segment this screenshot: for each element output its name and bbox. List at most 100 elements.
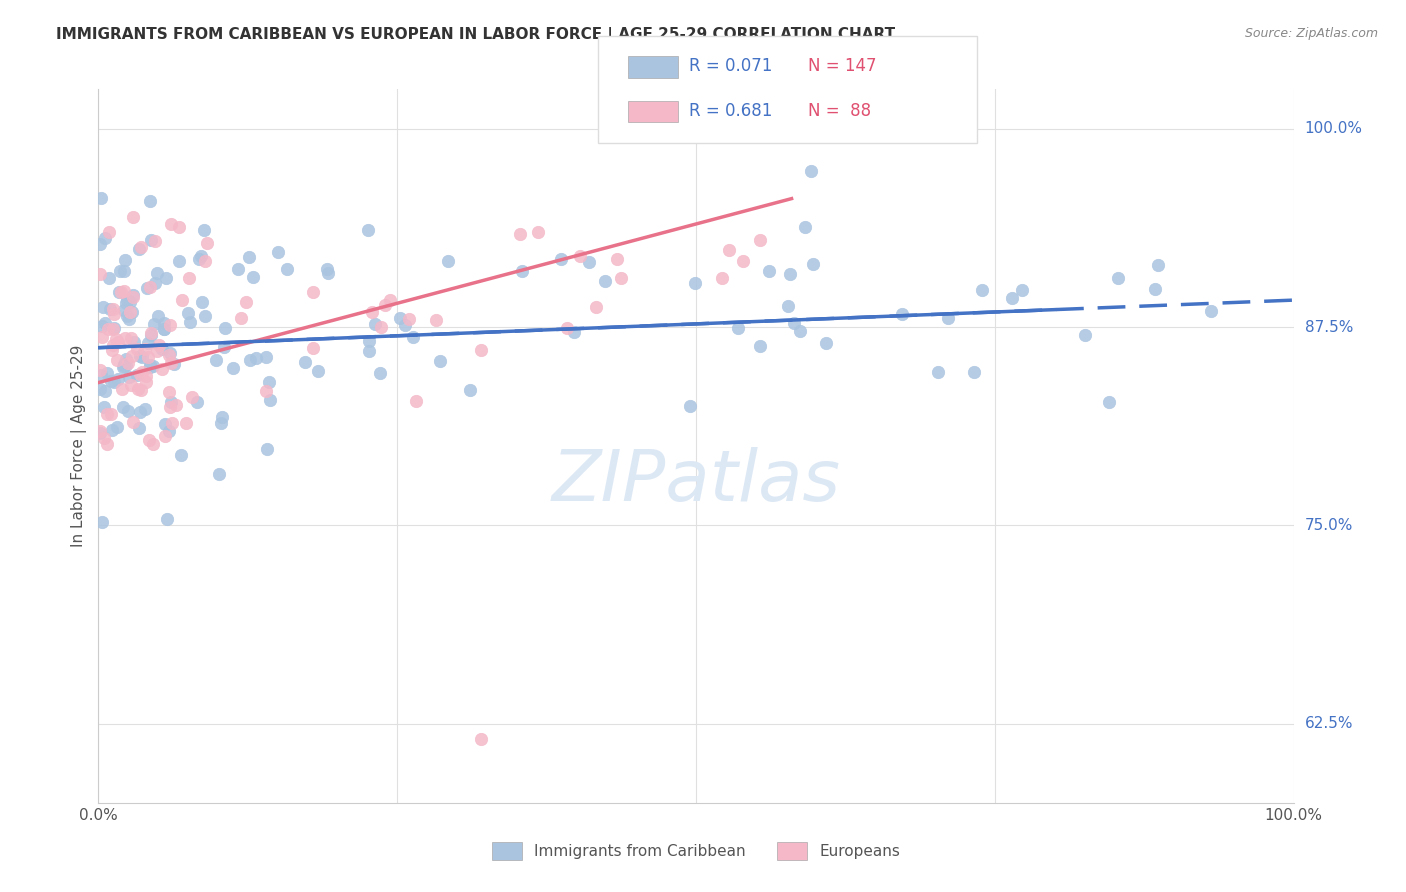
Point bbox=[179, 315, 201, 329]
Point bbox=[800, 164, 823, 178]
Point bbox=[683, 276, 706, 290]
Point bbox=[526, 225, 548, 239]
Point bbox=[368, 366, 391, 380]
Point bbox=[107, 372, 129, 386]
Point bbox=[378, 293, 401, 307]
Point bbox=[143, 318, 166, 332]
Point bbox=[239, 353, 262, 368]
Point bbox=[169, 220, 191, 235]
Point bbox=[100, 423, 122, 437]
Point bbox=[157, 424, 180, 438]
Point bbox=[1107, 270, 1129, 285]
Point bbox=[118, 370, 141, 384]
Point bbox=[153, 417, 176, 431]
Point bbox=[148, 309, 170, 323]
Point bbox=[470, 343, 492, 358]
Point bbox=[204, 353, 226, 368]
Point bbox=[101, 338, 124, 352]
Point bbox=[238, 250, 260, 264]
Point bbox=[112, 264, 135, 278]
Text: 87.5%: 87.5% bbox=[1305, 319, 1353, 334]
Point bbox=[118, 311, 141, 326]
Point bbox=[139, 194, 162, 209]
Point bbox=[103, 321, 125, 335]
Point bbox=[139, 326, 162, 340]
Point bbox=[94, 230, 117, 244]
Point bbox=[110, 285, 132, 299]
Point bbox=[748, 339, 770, 353]
Point bbox=[131, 383, 153, 397]
Point bbox=[112, 303, 135, 318]
Point bbox=[134, 402, 156, 417]
Point bbox=[801, 257, 824, 271]
Text: R = 0.071: R = 0.071 bbox=[689, 57, 772, 75]
Point bbox=[112, 359, 135, 374]
Point bbox=[122, 290, 145, 304]
Point bbox=[89, 267, 111, 281]
Point bbox=[142, 436, 165, 450]
Point bbox=[555, 321, 578, 335]
Point bbox=[276, 261, 298, 276]
Point bbox=[170, 293, 193, 308]
Point bbox=[794, 220, 817, 235]
Point bbox=[758, 264, 780, 278]
Point bbox=[121, 349, 143, 363]
Point bbox=[460, 383, 482, 397]
Point bbox=[1074, 328, 1097, 343]
Point bbox=[748, 233, 770, 247]
Point bbox=[301, 285, 323, 299]
Point bbox=[159, 346, 181, 360]
Legend: Immigrants from Caribbean, Europeans: Immigrants from Caribbean, Europeans bbox=[485, 836, 907, 866]
Point bbox=[294, 355, 316, 369]
Point bbox=[146, 266, 169, 280]
Point bbox=[129, 349, 152, 363]
Point bbox=[316, 266, 339, 280]
Point bbox=[569, 249, 592, 263]
Point bbox=[231, 310, 253, 325]
Point bbox=[610, 270, 633, 285]
Point bbox=[174, 416, 197, 430]
Point bbox=[963, 365, 986, 379]
Point bbox=[235, 295, 257, 310]
Point bbox=[112, 357, 135, 371]
Point bbox=[136, 350, 159, 364]
Text: N =  88: N = 88 bbox=[808, 102, 872, 120]
Point bbox=[101, 301, 124, 316]
Text: Source: ZipAtlas.com: Source: ZipAtlas.com bbox=[1244, 27, 1378, 40]
Point bbox=[96, 407, 118, 421]
Point bbox=[129, 367, 152, 381]
Point bbox=[128, 242, 150, 256]
Point bbox=[103, 375, 125, 389]
Point bbox=[1098, 394, 1121, 409]
Point bbox=[266, 245, 288, 260]
Point bbox=[100, 408, 122, 422]
Point bbox=[128, 420, 150, 434]
Point bbox=[120, 294, 142, 309]
Point bbox=[186, 394, 208, 409]
Point bbox=[115, 293, 138, 308]
Point bbox=[117, 356, 139, 370]
Point bbox=[139, 327, 162, 342]
Point bbox=[127, 342, 149, 356]
Point bbox=[122, 288, 145, 302]
Point bbox=[177, 306, 200, 320]
Point bbox=[138, 433, 160, 447]
Point bbox=[122, 210, 145, 224]
Point bbox=[121, 415, 143, 429]
Point bbox=[90, 318, 112, 333]
Point bbox=[135, 369, 157, 384]
Point bbox=[190, 294, 212, 309]
Point bbox=[194, 254, 217, 268]
Point bbox=[927, 365, 949, 379]
Point bbox=[112, 400, 135, 414]
Point bbox=[89, 236, 111, 251]
Point bbox=[112, 359, 135, 374]
Point bbox=[115, 352, 138, 367]
Point bbox=[91, 301, 114, 315]
Point bbox=[143, 276, 166, 290]
Point bbox=[1201, 304, 1223, 318]
Point bbox=[142, 359, 165, 374]
Point bbox=[359, 334, 381, 348]
Point bbox=[127, 383, 149, 397]
Text: 100.0%: 100.0% bbox=[1305, 121, 1362, 136]
